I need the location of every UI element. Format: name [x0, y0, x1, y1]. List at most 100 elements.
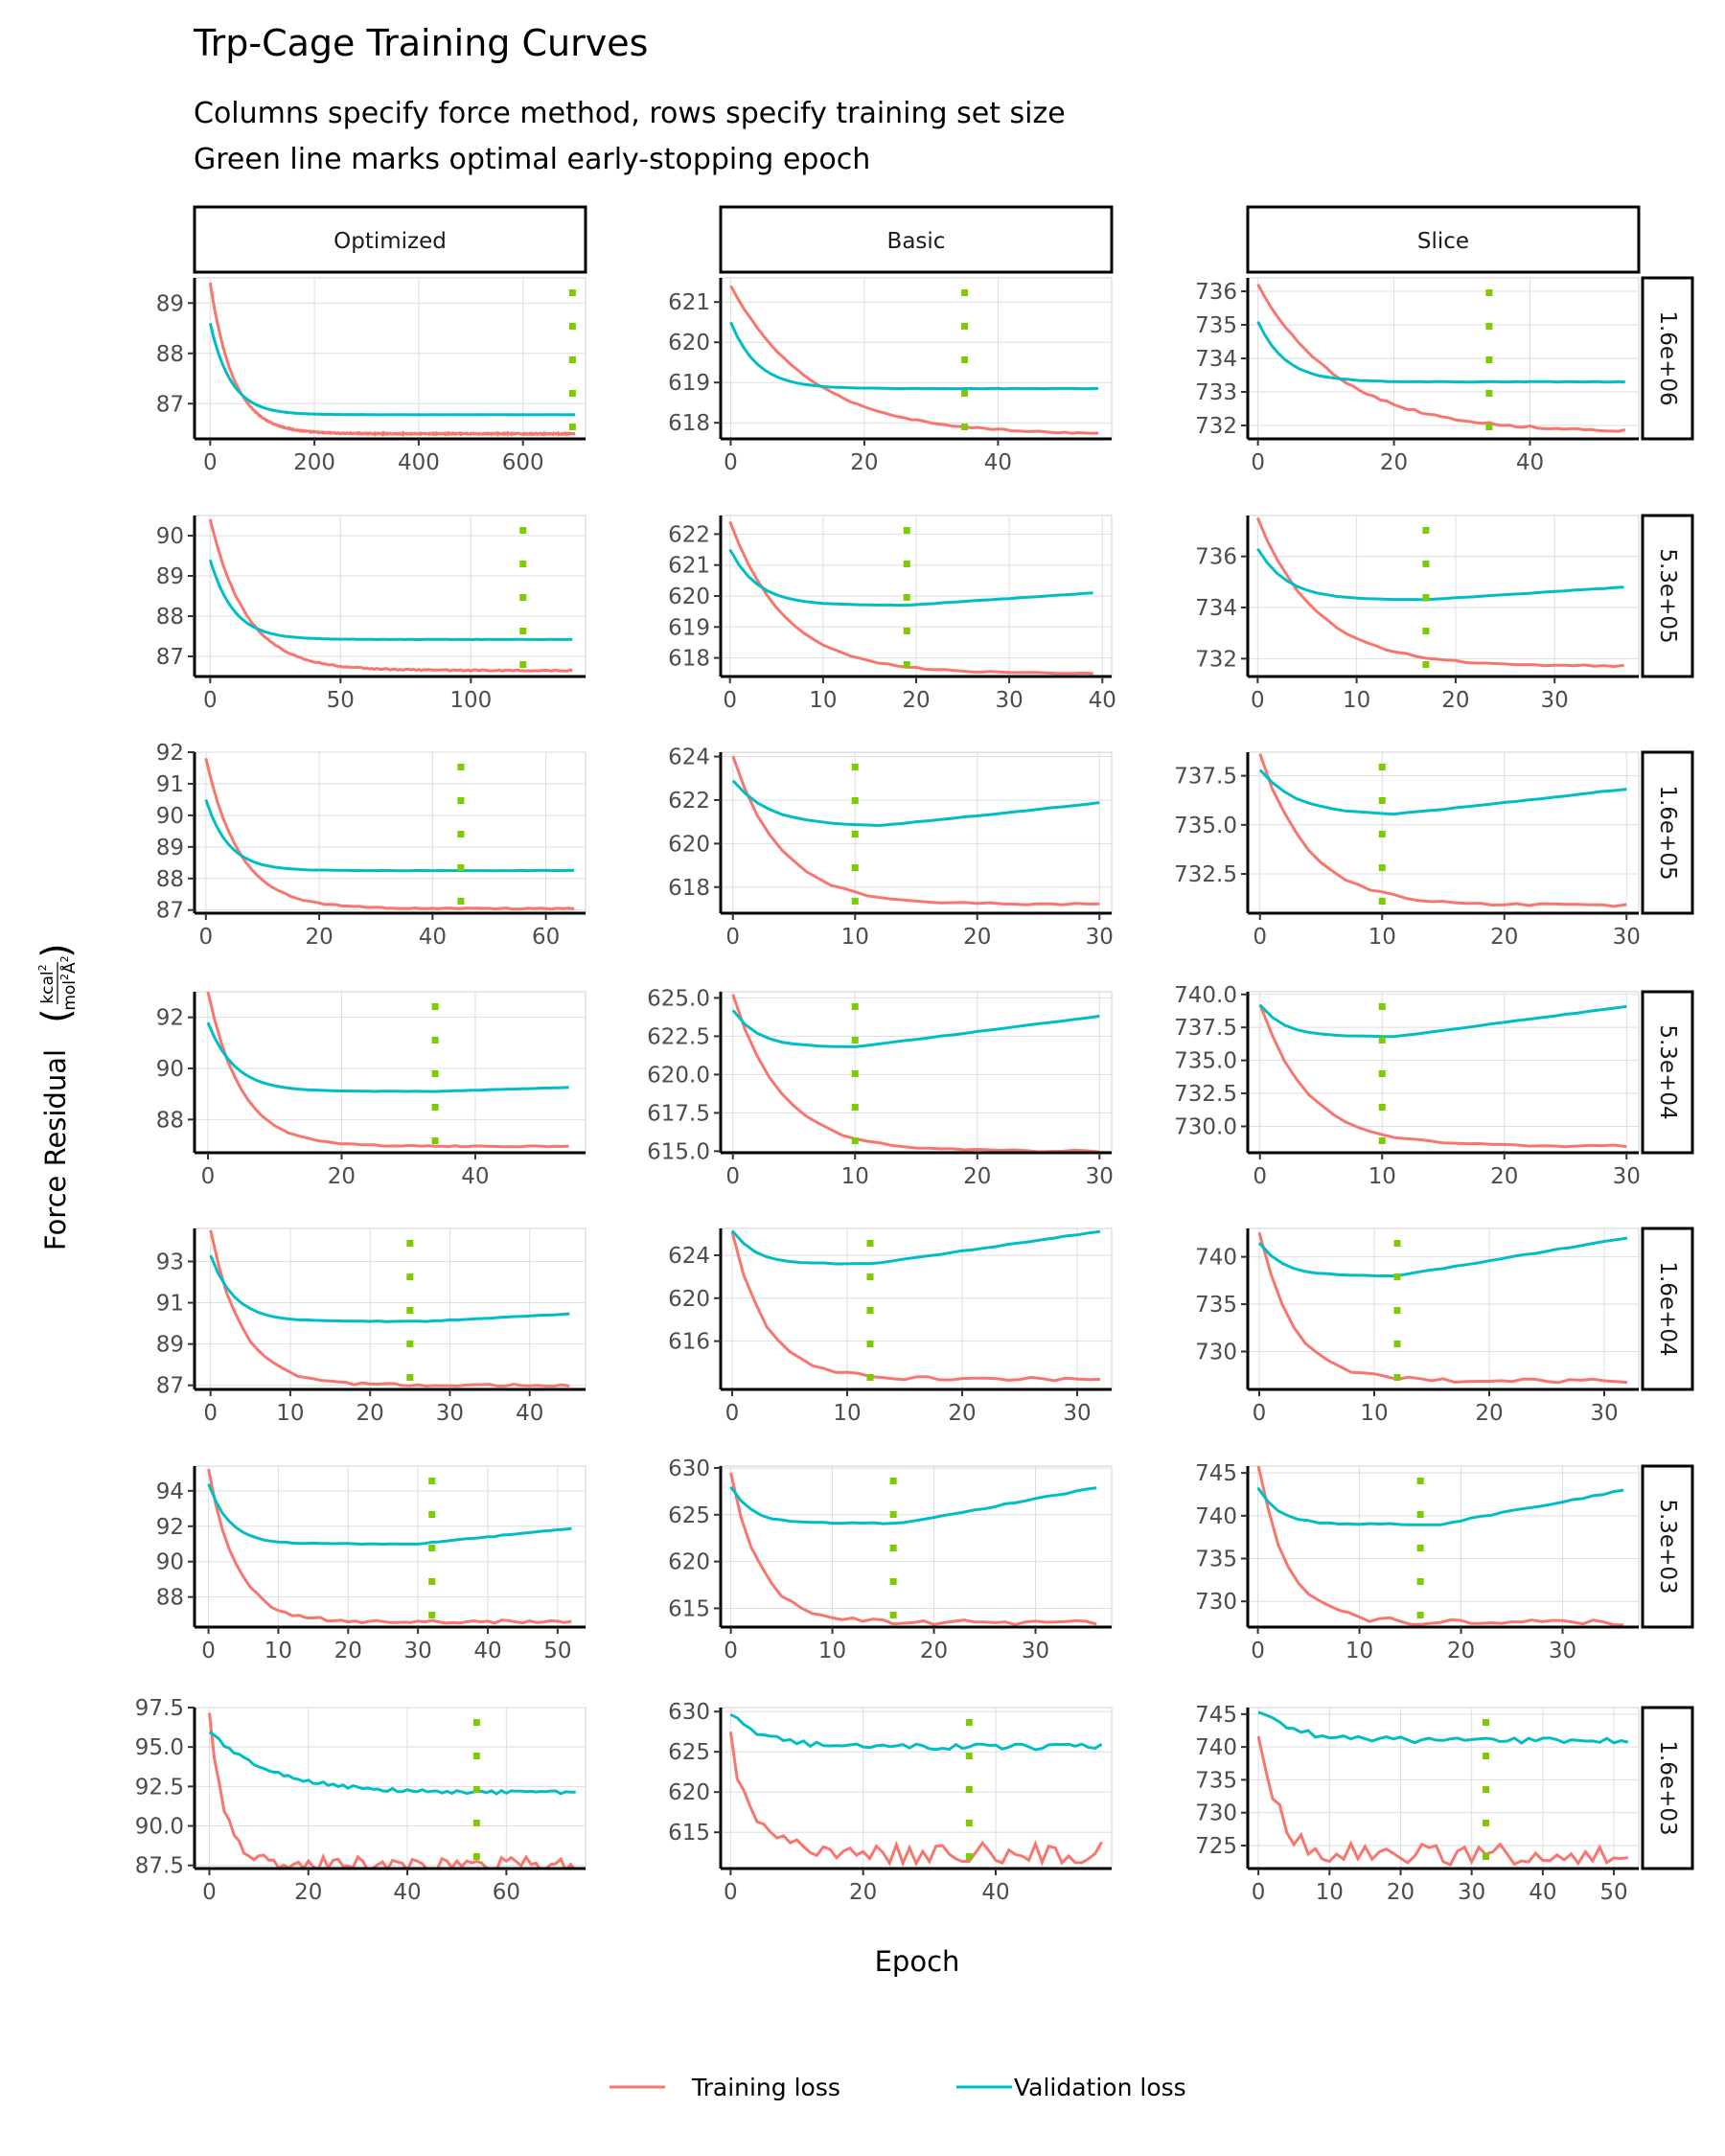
x-tick-label: 0: [723, 688, 737, 713]
x-tick-label: 50: [543, 1639, 571, 1663]
y-tick-label: 735: [1195, 1548, 1237, 1572]
y-tick-label: 89: [156, 1333, 184, 1358]
panel-series: [729, 1472, 1097, 1627]
row-strip-box: [1641, 1227, 1694, 1391]
column-strip-label: Slice: [1417, 229, 1469, 254]
x-tick-label: 0: [1251, 450, 1265, 475]
x-tick-label: 20: [1441, 688, 1469, 713]
x-tick-label: 20: [963, 925, 991, 950]
x-tick-label: 600: [502, 450, 544, 475]
panel-optimized-5.3e+05: 0 50 100 87 88 89 90: [156, 515, 586, 713]
panel-optimized-1.6e+03: 0 20 40 60 87.5 90.0 92.5 95.0 97.5: [135, 1696, 586, 1905]
y-tick-label: 736: [1195, 280, 1237, 305]
x-tick-label: 0: [1251, 688, 1265, 713]
row-strip-box: [1641, 1464, 1694, 1629]
series-training-loss: [204, 758, 575, 911]
y-tick-label: 745: [1195, 1703, 1237, 1728]
panel-background: [1247, 991, 1640, 1154]
panel-grid: [1248, 992, 1639, 1153]
x-tick-label: 0: [202, 1880, 217, 1905]
x-tick-label: 20: [1387, 1880, 1414, 1905]
panel-background: [194, 1227, 586, 1390]
panel-background: [1247, 1465, 1640, 1628]
series-training-loss: [1255, 516, 1624, 669]
panel-grid: [195, 992, 586, 1153]
x-tick-label: 30: [404, 1639, 432, 1663]
row-strip-5: 5.3e+03: [1641, 1464, 1694, 1629]
series-validation-loss: [206, 1021, 569, 1093]
y-tick-label: 624: [668, 745, 710, 770]
panel-grid: [195, 516, 586, 677]
panel-slice-5.3e+04: 0 10 20 30 730.0 732.5 735.0 737.5 740.0: [1174, 983, 1641, 1189]
y-tick-label: 732: [1195, 647, 1237, 672]
x-tick-label: 0: [1251, 1639, 1265, 1663]
panel-grid: [195, 1466, 586, 1627]
y-tick-label: 732.5: [1174, 1082, 1237, 1107]
panel-series: [208, 1712, 576, 1869]
panel-background: [1247, 751, 1640, 914]
x-tick-label: 20: [963, 1164, 991, 1189]
y-tick-label: 740.0: [1174, 983, 1237, 1008]
y-tick-label: 730: [1195, 1340, 1237, 1365]
x-tick-label: 20: [294, 1880, 322, 1905]
panel-series: [1258, 1003, 1627, 1153]
row-strip-label: 1.6e+05: [1655, 785, 1680, 880]
x-tick-label: 20: [1447, 1639, 1475, 1663]
series-validation-loss: [731, 779, 1100, 828]
x-tick-label: 50: [1599, 1880, 1627, 1905]
series-training-loss: [208, 518, 573, 673]
series-validation-loss: [209, 1254, 570, 1323]
x-tick-label: 10: [1343, 688, 1370, 713]
x-tick-label: 30: [996, 688, 1024, 713]
x-tick-label: 40: [393, 1880, 421, 1905]
panel-background: [194, 1707, 586, 1869]
chart-subtitle-line-2: Green line marks optimal early-stopping …: [194, 143, 870, 176]
x-tick-label: 60: [493, 1880, 520, 1905]
y-tick-label: 87: [156, 1374, 184, 1399]
series-training-loss: [729, 1472, 1097, 1627]
x-tick-label: 0: [1253, 1401, 1267, 1426]
panel-slice-5.3e+03: 0 10 20 30 730 735 740 745: [1195, 1461, 1640, 1663]
panel-series: [730, 1229, 1101, 1389]
x-tick-label: 0: [199, 925, 214, 950]
x-tick-label: 20: [328, 1164, 356, 1189]
y-tick-label: 88: [156, 1108, 184, 1133]
y-tick-label: 734: [1195, 347, 1237, 372]
x-tick-label: 10: [833, 1401, 861, 1426]
series-validation-loss: [1258, 768, 1627, 816]
y-tick-label: 725: [1195, 1834, 1237, 1859]
y-tick-label: 730: [1195, 1801, 1237, 1826]
series-validation-loss: [1257, 1236, 1628, 1277]
y-tick-label: 737.5: [1174, 1016, 1237, 1041]
panel-grid: [1248, 1228, 1639, 1389]
panel-series: [208, 282, 576, 439]
x-tick-label: 60: [532, 925, 560, 950]
row-strip-box: [1641, 1706, 1694, 1870]
y-tick-label: 615: [668, 1596, 710, 1621]
y-tick-label: 615.0: [647, 1139, 710, 1164]
panel-background: [720, 1227, 1113, 1390]
y-tick-label: 95.0: [135, 1735, 184, 1760]
x-tick-label: 30: [1022, 1639, 1049, 1663]
x-tick-label: 0: [724, 450, 738, 475]
column-strip-slice: Slice: [1246, 205, 1641, 274]
series-validation-loss: [208, 322, 576, 417]
series-training-loss: [729, 285, 1099, 435]
series-training-loss: [206, 992, 569, 1149]
x-tick-label: 40: [419, 925, 447, 950]
y-tick-label: 620.0: [647, 1063, 710, 1088]
x-tick-label: 10: [809, 688, 837, 713]
x-tick-label: 0: [725, 1164, 740, 1189]
panel-grid: [1248, 1708, 1639, 1869]
panel-basic-1.6e+06: 0 20 40 618 619 620 621: [668, 277, 1113, 475]
series-validation-loss: [207, 1483, 572, 1547]
y-tick-label: 620: [668, 832, 710, 857]
series-validation-loss: [1256, 547, 1624, 602]
panel-series: [728, 1712, 1103, 1869]
y-tick-label: 620: [668, 331, 710, 356]
y-tick-label: 618: [668, 411, 710, 436]
panel-basic-5.3e+03: 0 10 20 30 615 620 625 630: [668, 1456, 1113, 1663]
panel-grid: [721, 1228, 1112, 1389]
panel-optimized-5.3e+03: 0 10 20 30 40 50 88 90 92 94: [156, 1465, 586, 1663]
row-strip-label: 1.6e+06: [1655, 310, 1680, 405]
